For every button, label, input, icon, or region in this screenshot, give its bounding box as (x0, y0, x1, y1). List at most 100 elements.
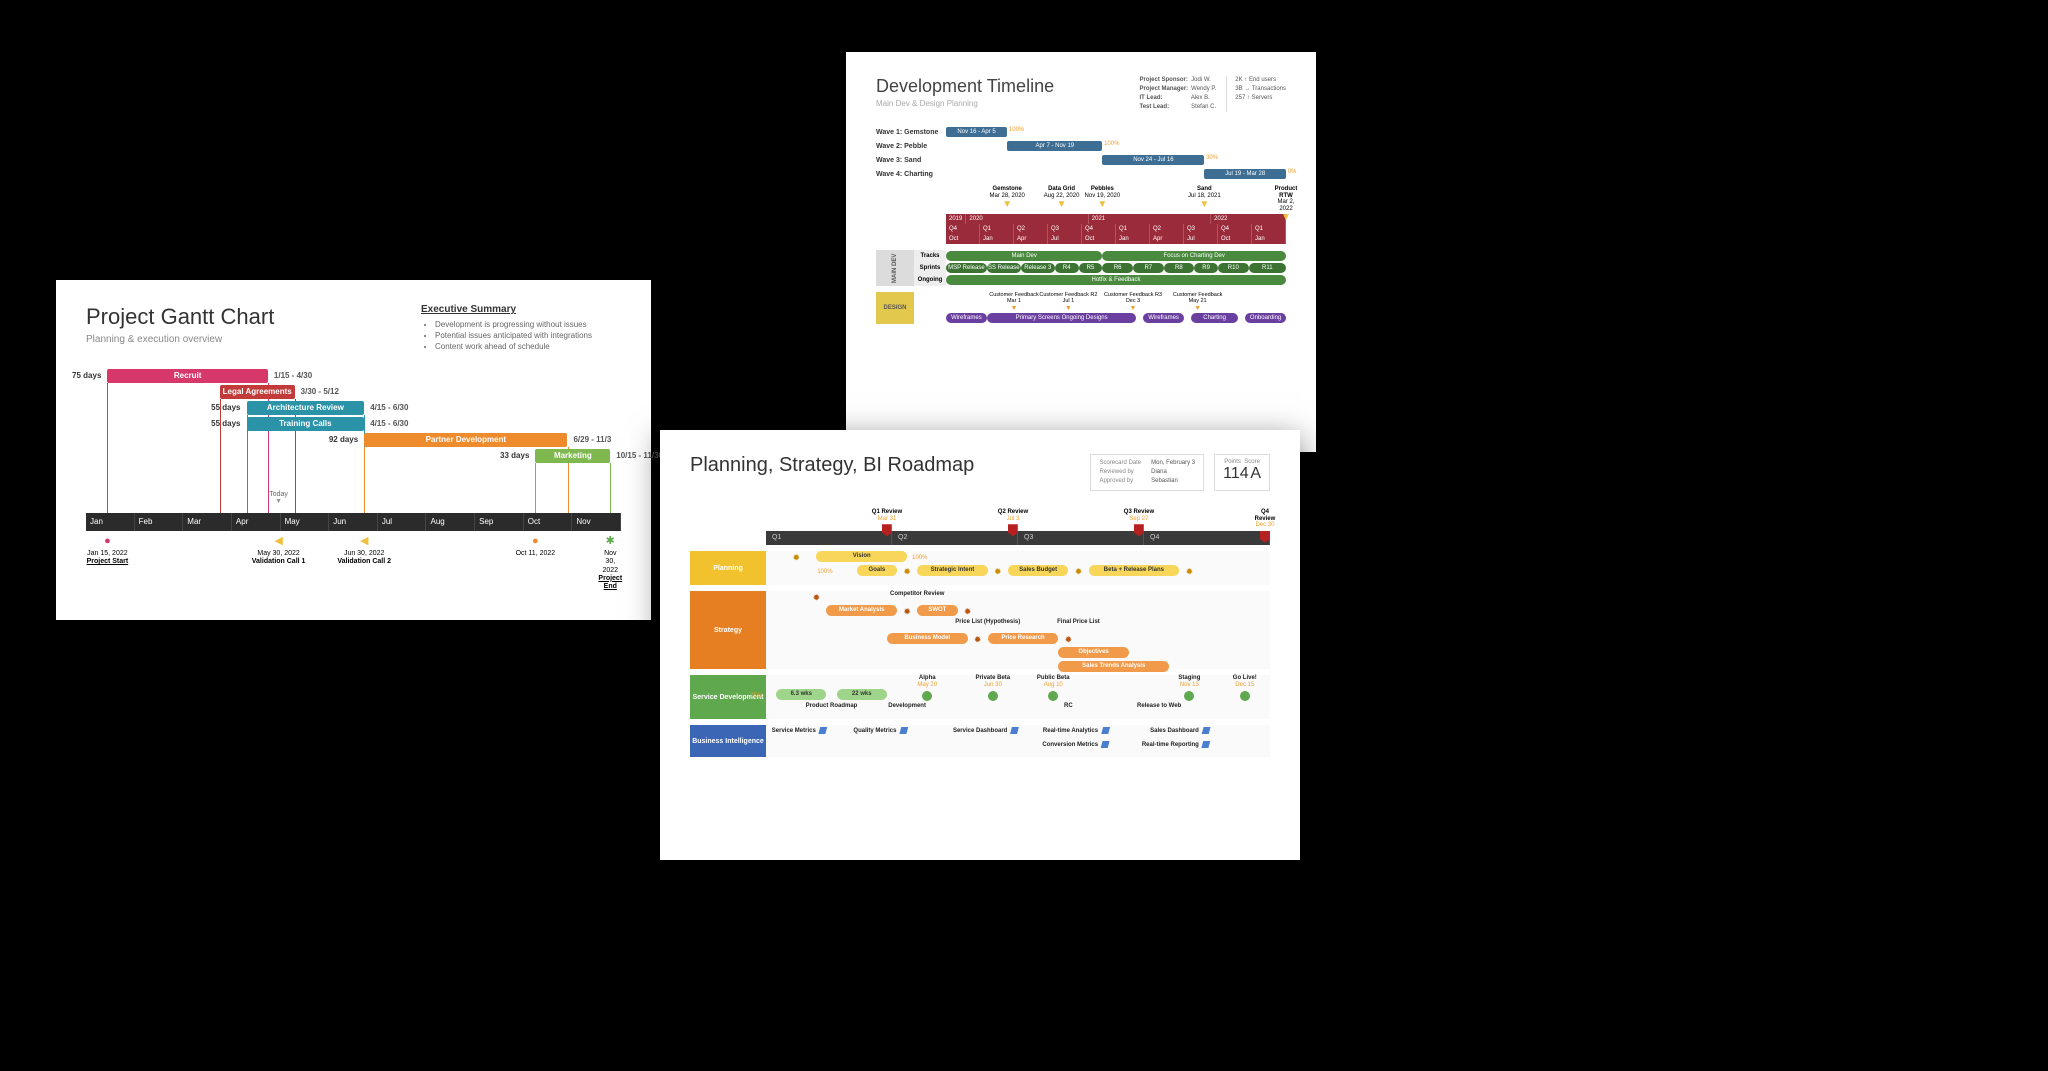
gantt-chart-area: JanFebMarAprMayJunJulAugSepOctNov Recrui… (86, 369, 621, 559)
maindev-seg: Main Dev (946, 251, 1102, 261)
month-cell: Oct (1218, 234, 1252, 244)
quarter-cell: Q4 (1144, 531, 1270, 545)
maindev-seg: Hotfix & Feedback (946, 275, 1286, 285)
gantt-dropline (535, 463, 536, 513)
maindev-row-label: Tracks (914, 250, 946, 262)
milestone-icon: ● (516, 535, 556, 548)
exec-summary-item: Content work ahead of schedule (435, 341, 621, 352)
gantt-bar: Training Calls55 days4/15 - 6/30 (247, 417, 365, 431)
roadmap-label: Competitor Review (890, 591, 944, 598)
quarter-row: Q4Q1Q2Q3Q4Q1Q2Q3Q4Q1 (946, 224, 1286, 234)
wave-label: Wave 3: Sand (876, 157, 946, 164)
design-seg: Primary Screens Ongoing Designs (987, 313, 1137, 323)
gantt-milestone: ●Jan 15, 2022Project Start (87, 535, 129, 567)
swimlane-row: Service Metrics Quality Metrics Service … (766, 725, 1270, 739)
maindev-header: MAIN DEV (876, 250, 914, 286)
gantt-milestone: ✱Nov 30, 2022Project End (598, 535, 622, 592)
gantt-month: Jun (329, 513, 378, 531)
design-seg: Wireframes (1143, 313, 1184, 323)
swimlane-body: Service Metrics Quality Metrics Service … (766, 725, 1270, 757)
quarter-cell: Q4 (946, 224, 980, 234)
swimlane-row: Product RoadmapDevelopmentRCRelease to W… (766, 703, 1270, 717)
wave-milestone: GemstoneMar 28, 2020▼ (990, 186, 1025, 210)
roadmap-label: Go Live!Dec 15 (1233, 675, 1257, 688)
maindev-seg: R5 (1079, 263, 1103, 273)
swimlane-row: Market Analysis✹SWOT✹ (766, 605, 1270, 619)
swimlane-body: Competitor Review ✹Market Analysis✹SWOT✹ P… (766, 591, 1270, 669)
swimlane-row: 100%Goals✹Strategic Intent✹Sales Budget✹… (766, 565, 1270, 579)
month-row: OctJanAprJulOctJanAprJulOctJan (946, 234, 1286, 244)
month-cell: Apr (1014, 234, 1048, 244)
wave-bar: Nov 16 - Apr 5 (946, 127, 1007, 137)
gantt-month: Apr (232, 513, 281, 531)
roadmap-chip: Service Metrics (772, 727, 827, 734)
milestone-icon: ◀ (252, 535, 306, 548)
design-header: DESIGN (876, 292, 914, 324)
score-grade: A (1250, 465, 1261, 482)
design-milestone: Customer Feedback R2Jul 1 (1039, 292, 1097, 313)
roadmap-dot (988, 691, 998, 701)
swimlane-row: Sales Trends Analysis (766, 661, 1270, 675)
roadmap-pill: 6.3 wks (776, 689, 826, 700)
gantt-month: Aug (426, 513, 475, 531)
roadmap-pct: 75% (750, 693, 762, 699)
gantt-month: Feb (135, 513, 184, 531)
gantt-card: Project Gantt Chart Planning & execution… (56, 280, 651, 620)
gantt-month: Mar (183, 513, 232, 531)
swimlane-row: Objectives (766, 647, 1270, 661)
maindev-seg: MSP Release (946, 263, 987, 273)
roadmap-pill: Price Research (988, 633, 1059, 644)
dev-kpi: 3B → Transactions (1235, 85, 1286, 94)
gantt-subtitle: Planning & execution overview (86, 334, 274, 345)
roadmap-chip: Real-time Analytics (1043, 727, 1109, 734)
swimlane-row: Business Model✹Price Research✹ (766, 633, 1270, 647)
roadmap-dot (1184, 691, 1194, 701)
road-meta: Scorecard Date Mon, February 3Reviewed b… (1090, 454, 1270, 491)
roadmap-pill: Beta + Release Plans (1089, 565, 1180, 576)
dev-meta-item: IT Lead: Alex B. (1140, 94, 1217, 103)
gear-icon: ✹ (1075, 567, 1083, 578)
gantt-dropline (610, 463, 611, 513)
points-value: 114 (1223, 465, 1249, 482)
gear-icon: ✹ (1186, 567, 1194, 578)
wave-pct: 30% (1206, 155, 1218, 161)
review-milestone: Q1 ReviewMar 31 (872, 509, 902, 536)
gear-icon: ✹ (994, 567, 1002, 578)
roadmap-card: Planning, Strategy, BI Roadmap Scorecard… (660, 430, 1300, 860)
wave-milestone: Data GridAug 22, 2020▼ (1044, 186, 1080, 210)
milestone-label: Validation Call 1 (252, 558, 306, 566)
roadmap-chip: Real-time Reporting (1142, 741, 1210, 748)
gantt-title: Project Gantt Chart (86, 304, 274, 330)
maindev-seg: R7 (1133, 263, 1164, 273)
design-track: WireframesPrimary Screens Ongoing Design… (946, 313, 1286, 323)
roadmap-chip: Conversion Metrics (1042, 741, 1108, 748)
exec-summary-head: Executive Summary (421, 304, 621, 315)
month-cell: Oct (1082, 234, 1116, 244)
swimlane-row: AlphaMay 20Private BetaJun 30Public Beta… (766, 675, 1270, 689)
design-body: Customer FeedbackMar 1Customer Feedback … (914, 292, 1286, 324)
design-seg: Wireframes (946, 313, 987, 323)
road-meta-item: Reviewed by Diana (1099, 468, 1195, 477)
wave-track: Jul 19 - Mar 280% (946, 169, 1286, 179)
quarter-cell: Q3 (1048, 224, 1082, 234)
roadmap-label: Release to Web (1137, 703, 1181, 710)
wave-row: Wave 3: SandNov 24 - Jul 1630% (876, 154, 1286, 166)
gantt-bar-days: 55 days (211, 417, 240, 431)
roadmap-label: Private BetaJun 30 (975, 675, 1010, 688)
dev-body: Wave 1: GemstoneNov 16 - Apr 5100%Wave 2… (876, 126, 1286, 426)
design-row: WireframesPrimary Screens Ongoing Design… (914, 312, 1286, 324)
gear-icon: ✹ (903, 607, 911, 618)
dev-meta-item: Project Manager: Wendy P. (1140, 85, 1217, 94)
gantt-month: Jan (86, 513, 135, 531)
gantt-bar-days: 33 days (500, 449, 529, 463)
year-row: 2019202020212022 (946, 214, 1286, 224)
swimlane-row: Conversion Metrics Real-time Reporting (766, 739, 1270, 753)
month-cell: Jul (1184, 234, 1218, 244)
maindev-row-label: Sprints (914, 262, 946, 274)
gantt-bar: Architecture Review55 days4/15 - 6/30 (247, 401, 365, 415)
roadmap-label: StagingNov 13 (1178, 675, 1200, 688)
dev-kpi: 2K ↑ End users (1235, 76, 1286, 85)
milestone-label: Project Start (87, 558, 129, 566)
swimlane-body: ✹Vision100%100%Goals✹Strategic Intent✹Sa… (766, 551, 1270, 585)
review-row: Q1 ReviewMar 31Q2 ReviewJul 3Q3 ReviewSe… (766, 509, 1270, 531)
